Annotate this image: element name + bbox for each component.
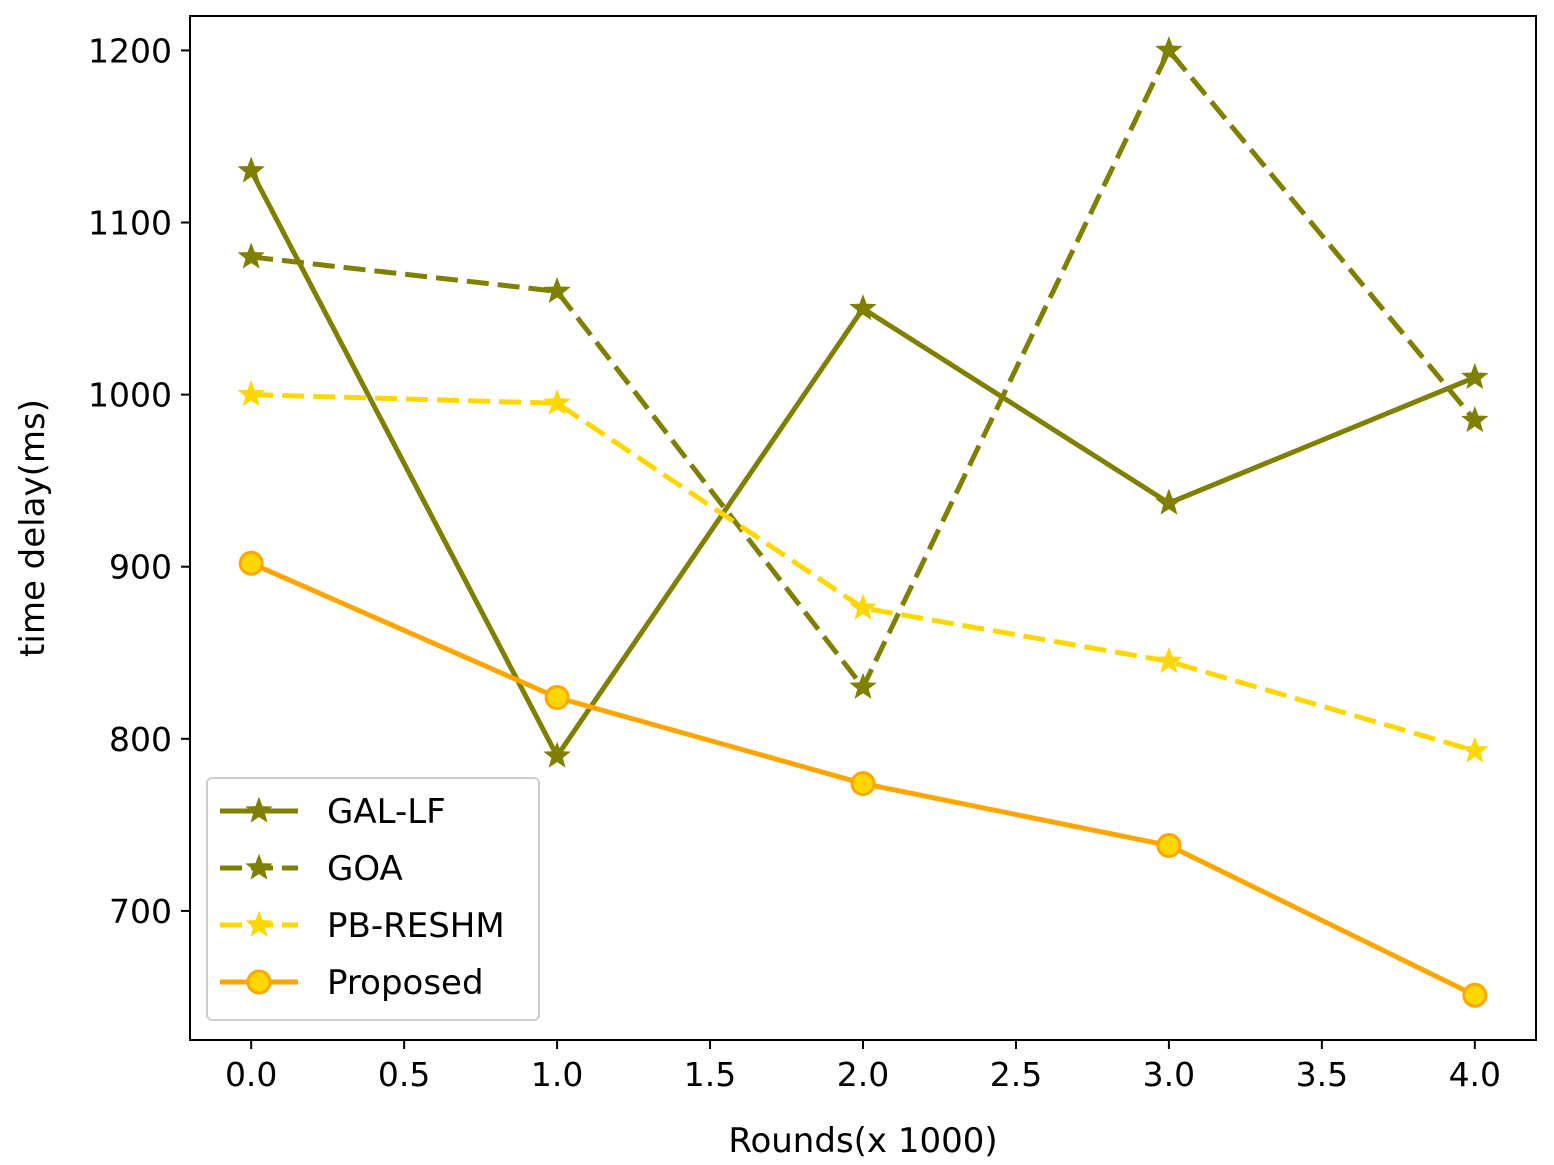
data-point-proposed	[1462, 982, 1488, 1008]
legend-label-proposed: Proposed	[327, 963, 484, 1003]
legend-marker-pb-reshm	[245, 910, 273, 937]
data-point-gal-lf	[237, 156, 265, 183]
legend-marker-gal-lf	[245, 796, 273, 823]
data-point-gal-lf	[1461, 362, 1489, 390]
series-pb-reshm	[237, 380, 1489, 763]
data-point-pb-reshm	[543, 388, 571, 415]
y-tick-label: 1100	[88, 204, 172, 243]
data-point-proposed	[238, 550, 264, 576]
x-tick-label: 3.5	[1296, 1055, 1348, 1094]
y-tick-label: 900	[109, 548, 172, 587]
series-gal-lf	[237, 156, 1489, 768]
y-tick-label: 1000	[88, 376, 172, 415]
x-tick-label: 0.5	[378, 1055, 430, 1094]
legend-box	[206, 777, 540, 1021]
x-tick-label: 4.0	[1449, 1055, 1501, 1094]
legend-label-gal-lf: GAL-LF	[327, 792, 446, 832]
x-tick-label: 1.5	[684, 1055, 736, 1094]
data-point-goa	[237, 242, 265, 269]
data-point-goa	[849, 672, 877, 699]
data-point-pb-reshm	[1461, 736, 1489, 763]
data-point-goa	[543, 276, 571, 304]
y-axis-title: time delay(ms)	[13, 399, 53, 657]
legend-item-pb-reshm: PB-RESHM	[220, 906, 505, 946]
series-line-goa	[250, 47, 1477, 690]
data-point-proposed	[544, 685, 570, 711]
legend-label-pb-reshm: PB-RESHM	[327, 906, 505, 946]
legend-label-goa: GOA	[327, 849, 403, 889]
y-tick-label: 1200	[88, 31, 172, 70]
x-tick-label: 3.0	[1143, 1055, 1195, 1094]
series-goa	[237, 35, 1489, 699]
legend-marker-proposed	[246, 969, 272, 995]
data-point-pb-reshm	[1155, 646, 1183, 674]
legend-item-gal-lf: GAL-LF	[220, 792, 446, 832]
series-line-gal-lf	[248, 169, 1476, 759]
series-line-pb-reshm	[251, 392, 1476, 754]
series-proposed	[238, 550, 1488, 1008]
legend-item-proposed: Proposed	[220, 963, 484, 1003]
data-point-pb-reshm	[849, 593, 877, 620]
data-point-pb-reshm	[237, 380, 265, 407]
data-point-gal-lf	[1155, 488, 1183, 515]
x-tick-label: 2.5	[990, 1055, 1042, 1094]
legend-item-goa: GOA	[220, 849, 403, 889]
data-point-goa	[1461, 406, 1489, 433]
data-point-proposed	[850, 771, 876, 797]
x-tick-label: 1.0	[531, 1055, 583, 1094]
x-axis-title: Rounds(x 1000)	[728, 1121, 997, 1161]
y-tick-label: 700	[109, 892, 172, 931]
legend-marker-goa	[245, 853, 273, 880]
data-point-goa	[1155, 35, 1183, 63]
x-tick-label: 0.0	[225, 1055, 277, 1094]
data-point-proposed	[1156, 833, 1182, 859]
legend: GAL-LF GOA PB-RESHM Proposed	[206, 777, 540, 1021]
data-point-gal-lf	[849, 294, 877, 321]
y-tick-label: 800	[109, 720, 172, 759]
x-tick-label: 2.0	[837, 1055, 889, 1094]
data-point-gal-lf	[543, 741, 571, 768]
